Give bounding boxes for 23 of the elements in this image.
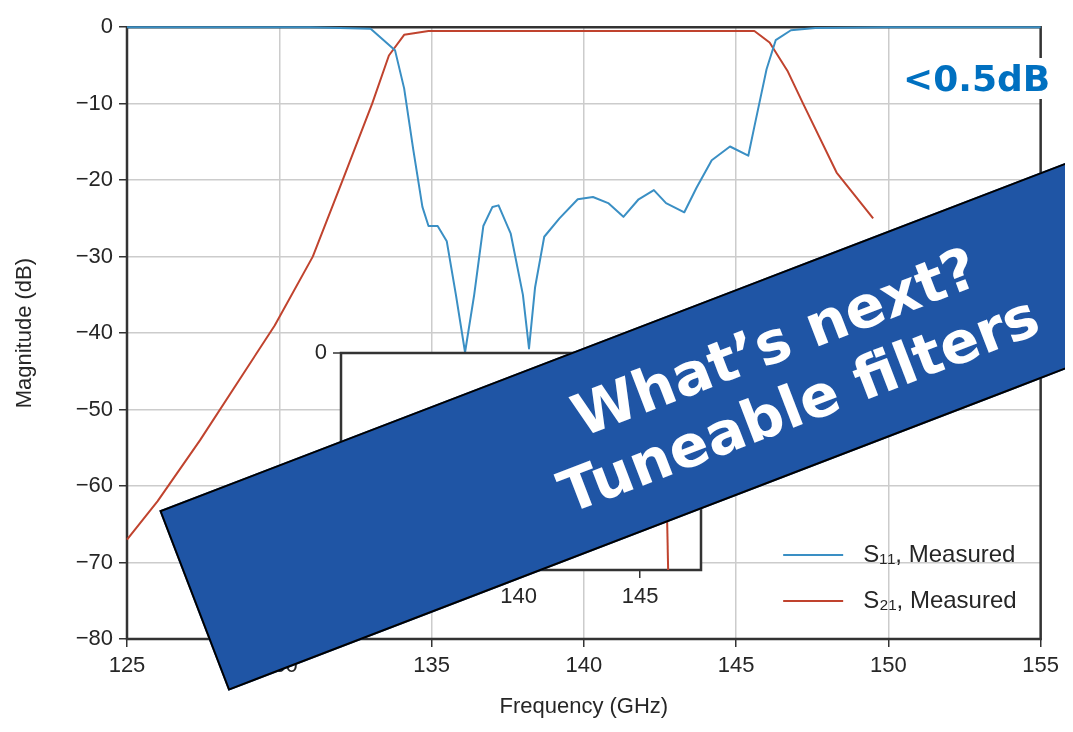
- x-axis-title: Frequency (GHz): [499, 692, 669, 718]
- y-tick-label: 0: [100, 13, 113, 39]
- y-axis-title: Magnitude (dB): [11, 257, 37, 409]
- x-tick-label: 125: [108, 652, 146, 678]
- y-tick-label: −70: [75, 548, 113, 574]
- y-tick-label: −40: [75, 319, 113, 345]
- x-tick-label: 140: [500, 583, 537, 609]
- y-tick-label: −20: [75, 166, 113, 192]
- x-tick-label: 145: [621, 583, 659, 609]
- x-tick-label: 140: [565, 652, 603, 678]
- y-tick-label: −60: [75, 472, 113, 498]
- legend-label: S₂₁, Measured: [863, 585, 1017, 613]
- x-tick-label: 150: [870, 652, 907, 678]
- annotation: 0: [314, 339, 327, 365]
- y-tick-label: −30: [75, 242, 113, 268]
- x-tick-label: 145: [717, 652, 755, 678]
- legend-label: S₁₁, Measured: [863, 539, 1016, 567]
- y-tick-label: −10: [75, 89, 113, 115]
- x-tick-label: 155: [1022, 652, 1060, 678]
- x-tick-label: 135: [413, 652, 450, 678]
- y-tick-label: −50: [75, 395, 113, 421]
- y-tick-label: −80: [75, 625, 113, 651]
- annotation: <0.5dB: [901, 58, 1053, 99]
